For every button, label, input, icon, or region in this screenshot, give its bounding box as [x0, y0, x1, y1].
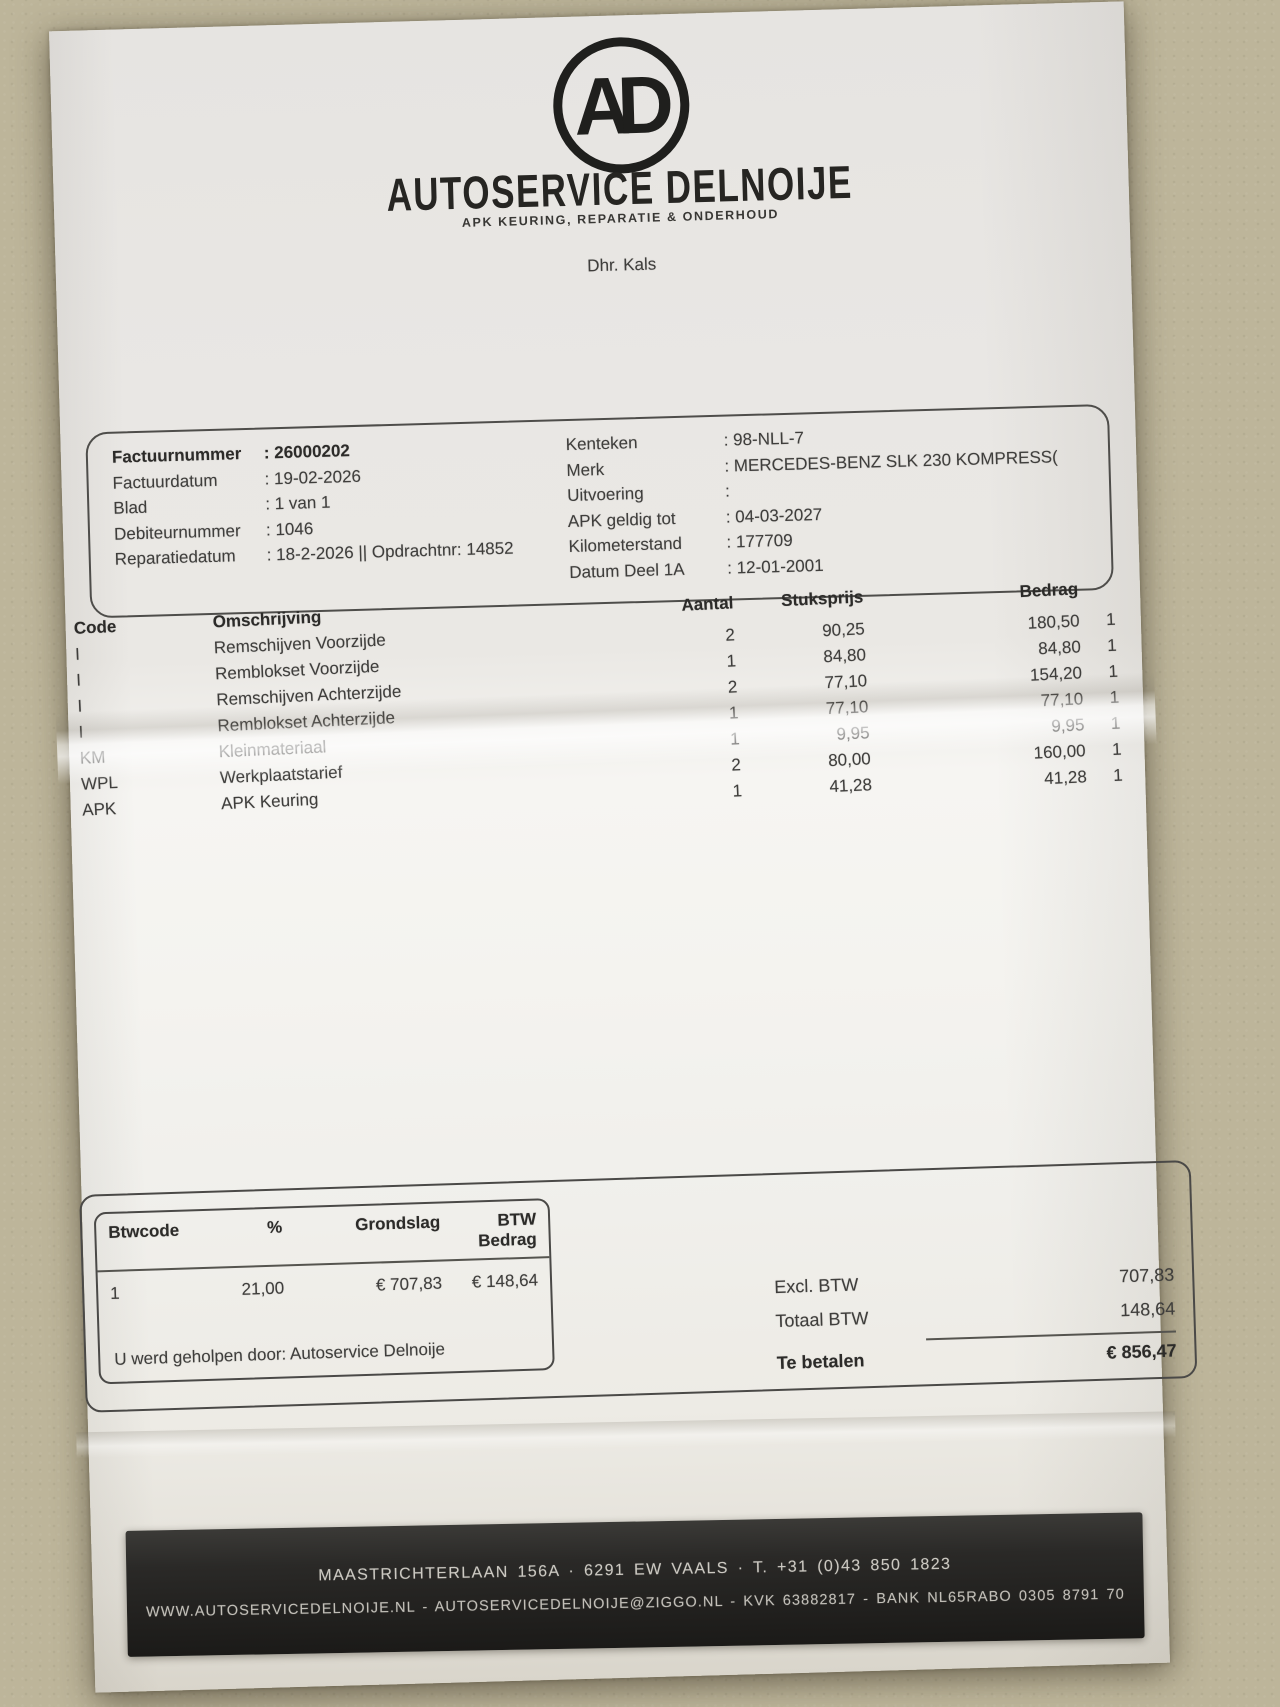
- item-code: I: [75, 670, 82, 690]
- total-due-row: Te betalen € 856,47: [776, 1338, 1177, 1375]
- total-value: € 856,47: [1106, 1340, 1177, 1363]
- total-value: 148,64: [1119, 1298, 1176, 1321]
- item-vat-code: 1: [1111, 739, 1123, 759]
- vat-grondslag-value: € 707,83: [375, 1273, 443, 1295]
- detail-value: :: [724, 481, 731, 501]
- vat-header-btwcode: Btwcode: [108, 1220, 180, 1242]
- vat-header-percent: %: [266, 1217, 283, 1237]
- vat-header-btw-bedrag: BTW Bedrag: [477, 1209, 538, 1251]
- item-vat-code: 1: [1109, 687, 1120, 708]
- detail-value: : 04-03-2027: [725, 504, 823, 527]
- footer-address-line: MAASTRICHTERLAAN 156A · 6291 EW VAALS · …: [318, 1555, 952, 1585]
- detail-value: : 19-02-2026: [264, 466, 362, 488]
- vehicle-details-right: Kenteken: 98-NLL-7 Merk: MERCEDES-BENZ S…: [565, 417, 1099, 585]
- item-vat-code: 1: [1108, 661, 1119, 682]
- detail-value: : 18-2-2026 || Opdrachtnr: 14852: [266, 538, 514, 565]
- logo-monogram: AD: [572, 58, 662, 153]
- invoice-details-left: Factuurnummer: 26000202 Factuurdatum: 19…: [112, 433, 545, 572]
- item-vat-code: 1: [1105, 609, 1116, 630]
- item-unit-price: 41,28: [828, 775, 873, 797]
- item-qty: 1: [732, 781, 743, 801]
- total-row: Totaal BTW 148,64: [775, 1297, 1176, 1334]
- total-label: Totaal BTW: [775, 1308, 869, 1332]
- column-header-code: Code: [73, 616, 117, 638]
- detail-value: : 177709: [726, 530, 793, 552]
- item-vat-code: 1: [1106, 635, 1118, 656]
- total-label: Excl. BTW: [774, 1274, 859, 1298]
- company-name: AUTOSERVICE DELNOIJE: [385, 156, 854, 222]
- vat-table-box: Btwcode % Grondslag BTW Bedrag 1 21,00 €…: [93, 1198, 555, 1385]
- helped-by-note: U werd geholpen door: Autoservice Delnoi…: [114, 1339, 446, 1369]
- paper-fold-crease: [76, 1411, 1176, 1459]
- vat-percent-value: 21,00: [241, 1278, 285, 1299]
- detail-value: : 1 van 1: [265, 492, 331, 514]
- detail-value: : 98-NLL-7: [723, 428, 805, 450]
- vat-header-grondslag: Grondslag: [354, 1212, 441, 1235]
- invoice-paper: AD AUTOSERVICE DELNOIJE APK KEURING, REP…: [49, 1, 1198, 1693]
- vat-bedrag-value: € 148,64: [471, 1270, 539, 1292]
- total-label: Te betalen: [776, 1350, 865, 1374]
- item-vat-code: 1: [1110, 713, 1121, 734]
- item-code: APK: [81, 799, 117, 820]
- vat-summary-box: Btwcode % Grondslag BTW Bedrag 1 21,00 €…: [79, 1159, 1198, 1413]
- total-row: Excl. BTW 707,83: [774, 1263, 1175, 1300]
- vat-code-value: 1: [109, 1283, 121, 1303]
- detail-value: : 1046: [265, 518, 314, 539]
- totals-block: Excl. BTW 707,83 Totaal BTW 148,64 Te be…: [774, 1263, 1177, 1386]
- total-value: 707,83: [1118, 1264, 1175, 1287]
- customer-name: Dhr. Kals: [587, 254, 657, 276]
- detail-label: Datum Deel 1A: [569, 559, 685, 582]
- detail-value: : 12-01-2001: [726, 555, 824, 578]
- item-vat-code: 1: [1112, 765, 1124, 785]
- detail-label: Reparatiedatum: [114, 546, 236, 569]
- detail-value: : 26000202: [263, 441, 351, 463]
- logo-ad-icon: AD: [551, 35, 692, 176]
- footer-contact-line: WWW.AUTOSERVICEDELNOIJE.NL - AUTOSERVICE…: [145, 1586, 1125, 1621]
- footer-band: MAASTRICHTERLAAN 156A · 6291 EW VAALS · …: [125, 1512, 1145, 1657]
- item-amount: 41,28: [1043, 767, 1088, 789]
